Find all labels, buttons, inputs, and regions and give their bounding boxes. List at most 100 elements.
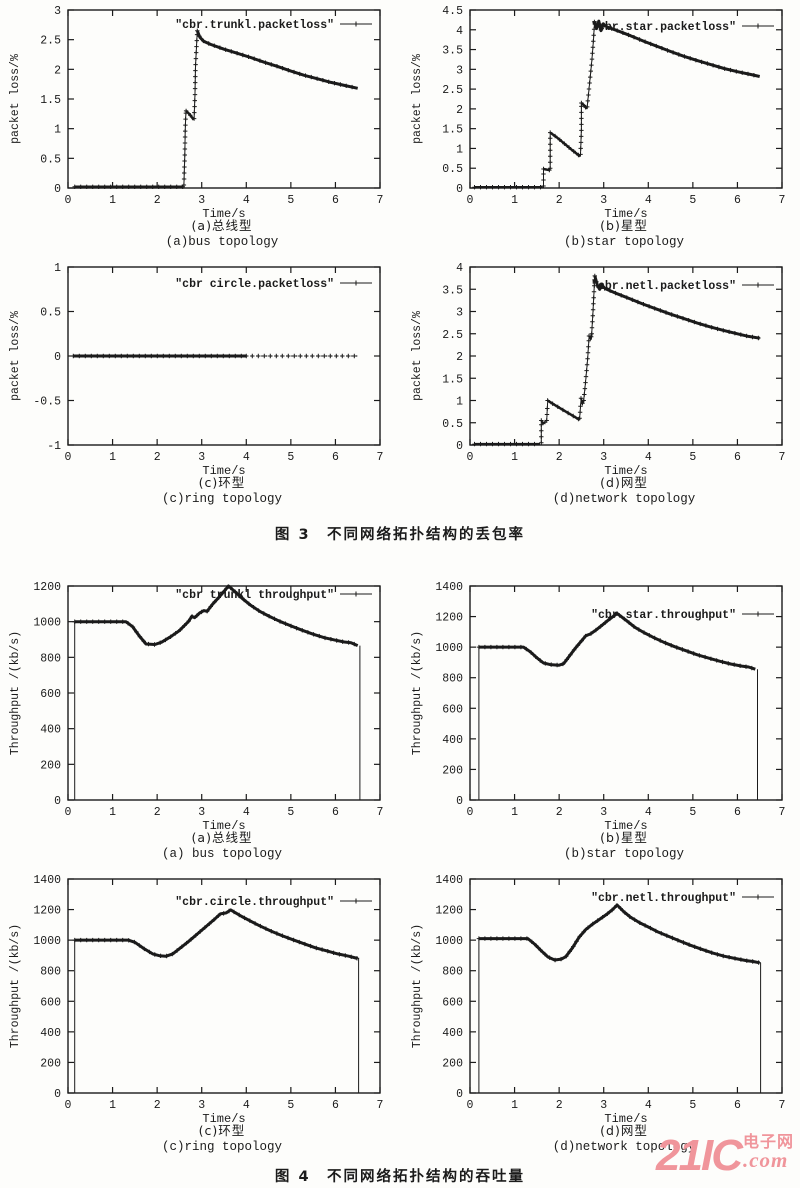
- svg-text:400: 400: [442, 1026, 463, 1039]
- svg-text:-1: -1: [47, 440, 61, 453]
- chart-throughput-bus: 0 1 2 3 4 5 6 7 0 200 400 600 800 1000 1200 Throughput …: [4, 578, 396, 863]
- svg-text:0.5: 0.5: [442, 417, 463, 430]
- svg-text:"cbr.netl.throughput": "cbr.netl.throughput": [591, 892, 736, 905]
- svg-text:3: 3: [600, 194, 607, 207]
- svg-text:3: 3: [198, 451, 205, 464]
- svg-text:6: 6: [734, 806, 741, 819]
- svg-text:2: 2: [556, 1099, 563, 1112]
- svg-text:6: 6: [332, 194, 339, 207]
- caption-cn-throughput-bus: (a)总线型: [191, 830, 253, 845]
- svg-text:1: 1: [456, 395, 463, 408]
- svg-text:6: 6: [332, 806, 339, 819]
- caption-cn-throughput-ring: (c)环型: [198, 1122, 246, 1138]
- watermark-21ic: 21IC 电子网 .com: [656, 1134, 794, 1178]
- chart-packetloss-network: 0 1 2 3 4 5 6 7 0 0.5 1 1.5 2 2.5 3 3.5 4 packet loss/% Ti…: [406, 259, 798, 508]
- caption-cn-packetloss-ring: (c)环型: [198, 474, 246, 490]
- svg-text:0: 0: [65, 194, 72, 207]
- svg-text:1: 1: [109, 806, 116, 819]
- svg-text:2.5: 2.5: [442, 84, 463, 97]
- svg-text:1: 1: [54, 262, 61, 275]
- svg-text:200: 200: [40, 1057, 61, 1070]
- figure3-caption: 图 3 不同网络拓扑结构的丢包率: [274, 527, 526, 543]
- svg-text:800: 800: [442, 673, 463, 686]
- figure4-row1: 0 1 2 3 4 5 6 7 0 200 400 600 800 1000 1200 Throughput …: [2, 578, 798, 863]
- watermark-brand: 21IC: [656, 1131, 743, 1180]
- svg-text:0: 0: [456, 795, 463, 808]
- svg-text:3: 3: [456, 64, 463, 77]
- svg-text:200: 200: [40, 759, 61, 772]
- chart-throughput-star: 0 1 2 3 4 5 6 7 0 200 400 600 800 1000 1200 1400 Through…: [406, 578, 798, 863]
- svg-text:Time/s: Time/s: [202, 1112, 245, 1123]
- svg-text:0: 0: [467, 194, 474, 207]
- svg-text:packet loss/%: packet loss/%: [9, 311, 22, 401]
- svg-text:6: 6: [332, 451, 339, 464]
- figure4-caption: 图 4 不同网络拓扑结构的吞吐量: [274, 1169, 526, 1185]
- figure3-row2: 0 1 2 3 4 5 6 7 -1 -0.5 0 0.5 1 packet loss/% Time/s "c…: [2, 259, 798, 508]
- svg-text:1: 1: [109, 451, 116, 464]
- svg-text:Time/s: Time/s: [604, 819, 647, 830]
- svg-text:packet loss/%: packet loss/%: [411, 311, 424, 401]
- svg-text:"cbr.netl.packetloss": "cbr.netl.packetloss": [591, 280, 736, 293]
- svg-text:3: 3: [456, 306, 463, 319]
- svg-text:-0.5: -0.5: [33, 395, 61, 408]
- svg-text:2: 2: [556, 806, 563, 819]
- svg-text:3.5: 3.5: [442, 45, 463, 58]
- svg-text:0.5: 0.5: [442, 163, 463, 176]
- svg-text:400: 400: [442, 734, 463, 747]
- svg-text:1000: 1000: [33, 935, 61, 948]
- svg-text:1200: 1200: [435, 612, 463, 625]
- caption-cn-packetloss-star: (b)星型: [600, 218, 648, 233]
- svg-text:1: 1: [511, 194, 518, 207]
- svg-text:1: 1: [511, 1099, 518, 1112]
- svg-text:1: 1: [456, 143, 463, 156]
- svg-text:4: 4: [456, 262, 463, 275]
- svg-text:200: 200: [442, 1057, 463, 1070]
- watermark-com-label: .com: [742, 1148, 789, 1172]
- throughput-network-canvas: 0 1 2 3 4 5 6 7 0 200 400 600 800 1000 1200 1400 Through…: [411, 874, 785, 1123]
- watermark-cn-label: 电子网: [742, 1132, 794, 1151]
- svg-text:0: 0: [65, 1099, 72, 1112]
- svg-text:2.5: 2.5: [40, 35, 61, 48]
- packetloss-ring-canvas: 0 1 2 3 4 5 6 7 -1 -0.5 0 0.5 1 packet loss/% Time/s "c…: [9, 262, 383, 475]
- svg-text:5: 5: [689, 194, 696, 207]
- svg-text:Throughput /(kb/s): Throughput /(kb/s): [411, 923, 424, 1047]
- svg-text:6: 6: [332, 1099, 339, 1112]
- svg-text:1: 1: [511, 806, 518, 819]
- svg-text:0: 0: [456, 1088, 463, 1101]
- svg-text:400: 400: [40, 724, 61, 737]
- svg-text:4.5: 4.5: [442, 5, 463, 18]
- packetloss-network-canvas: 0 1 2 3 4 5 6 7 0 0.5 1 1.5 2 2.5 3 3.5 4 packet loss/% Ti…: [411, 262, 785, 475]
- svg-text:3: 3: [198, 806, 205, 819]
- svg-text:1400: 1400: [33, 874, 61, 887]
- svg-text:1.5: 1.5: [40, 94, 61, 107]
- svg-text:4: 4: [456, 25, 463, 38]
- caption-cn-throughput-network: (d)网型: [600, 1122, 648, 1138]
- svg-text:"cbr circle.packetloss": "cbr circle.packetloss": [175, 278, 334, 291]
- packetloss-bus-canvas: 0 1 2 3 4 5 6 7 0 0.5 1 1.5 2 2.5 3 packet loss/% Time/s…: [9, 5, 383, 218]
- svg-text:4: 4: [645, 194, 652, 207]
- caption-cn-packetloss-network: (d)网型: [600, 474, 648, 490]
- svg-text:7: 7: [377, 806, 384, 819]
- svg-text:600: 600: [40, 688, 61, 701]
- caption-en-packetloss-star: (b)star topology: [563, 235, 685, 250]
- svg-text:7: 7: [779, 194, 786, 207]
- svg-text:600: 600: [442, 703, 463, 716]
- svg-text:1000: 1000: [435, 935, 463, 948]
- svg-text:4: 4: [645, 1099, 652, 1112]
- svg-text:4: 4: [645, 451, 652, 464]
- svg-text:Time/s: Time/s: [604, 464, 647, 475]
- svg-text:2: 2: [154, 806, 161, 819]
- svg-text:4: 4: [243, 806, 250, 819]
- caption-en-packetloss-network: (d)network topology: [552, 491, 696, 506]
- svg-text:Throughput /(kb/s): Throughput /(kb/s): [411, 631, 424, 755]
- figure4-row2: 0 1 2 3 4 5 6 7 0 200 400 600 800 1000 1200 1400 Through…: [2, 871, 798, 1156]
- svg-text:4: 4: [243, 1099, 250, 1112]
- caption-en-throughput-bus: (a) bus topology: [161, 847, 283, 862]
- svg-text:0: 0: [467, 451, 474, 464]
- figure3-row1: 0 1 2 3 4 5 6 7 0 0.5 1 1.5 2 2.5 3 packet loss/% Time/s…: [2, 2, 798, 251]
- svg-text:"cbr.trunkl.packetloss": "cbr.trunkl.packetloss": [175, 19, 334, 32]
- chart-throughput-ring: 0 1 2 3 4 5 6 7 0 200 400 600 800 1000 1200 1400 Through…: [4, 871, 396, 1156]
- svg-text:1: 1: [511, 451, 518, 464]
- svg-text:800: 800: [442, 965, 463, 978]
